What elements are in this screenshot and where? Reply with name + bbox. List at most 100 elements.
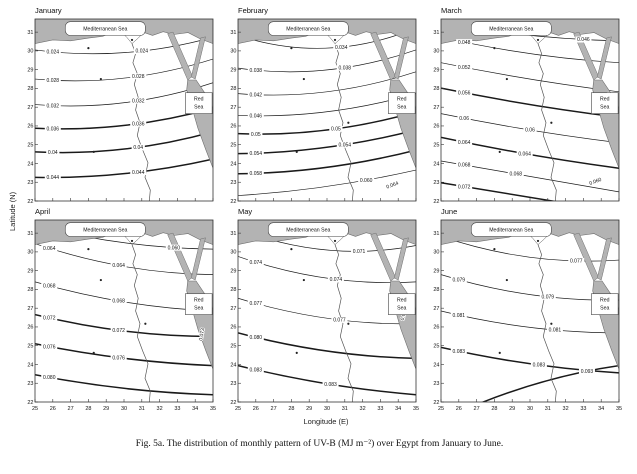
- mediterranean-sea-label-box: [470, 222, 552, 237]
- red-sea-label-box: [185, 92, 213, 114]
- gulf-of-aqaba-shape: [597, 237, 612, 281]
- station-dot: [347, 322, 350, 325]
- panel-title-february: February: [238, 6, 269, 15]
- map-background: [35, 19, 213, 201]
- contour-label-bg: [110, 298, 127, 305]
- contour-label-bg: [456, 161, 473, 168]
- panel-june: June 0.077 0.079 0.079 0.081 0.081 0.083 0.083…: [425, 207, 622, 416]
- contour-label: 0.074: [330, 277, 343, 283]
- contour-label-bg: [358, 177, 375, 184]
- y-tick-label: 30: [27, 250, 33, 256]
- station-dot: [347, 121, 350, 124]
- contour-label: 0.072: [43, 316, 56, 322]
- x-tick-label: 26: [456, 406, 462, 412]
- x-tick-label: 29: [509, 406, 515, 412]
- contour-label-bg: [247, 170, 264, 177]
- contour-label: 0.028: [47, 78, 60, 84]
- x-tick-label: 31: [545, 406, 551, 412]
- panel-title-may: May: [238, 207, 253, 216]
- y-tick-label: 22: [27, 400, 33, 406]
- y-tick-label: 31: [27, 30, 33, 36]
- contour-label: 0.068: [43, 284, 56, 290]
- x-tick-label: 26: [253, 406, 259, 412]
- red-sea-label: Red: [194, 298, 204, 304]
- contour-label-bg: [44, 102, 61, 109]
- y-tick-label: 27: [433, 105, 439, 111]
- x-tick-label: 30: [527, 406, 533, 412]
- station-dot: [302, 77, 305, 81]
- contour-label-bg: [523, 127, 537, 134]
- y-tick-label: 28: [230, 86, 236, 92]
- contour-label-bg: [247, 366, 264, 373]
- y-tick-label: 29: [230, 268, 236, 274]
- station-dot: [333, 38, 337, 42]
- x-tick-label: 31: [342, 406, 348, 412]
- y-tick-label: 31: [230, 231, 236, 237]
- y-tick-label: 28: [433, 287, 439, 293]
- y-tick-label: 26: [27, 325, 33, 331]
- red-sea-label-box: [591, 92, 619, 114]
- y-tick-label: 29: [433, 67, 439, 73]
- contour-label: 0.076: [43, 344, 56, 350]
- contour-label-bg: [329, 125, 343, 132]
- x-tick-label: 28: [491, 406, 497, 412]
- red-sea-label-box: [388, 92, 416, 114]
- y-tick-label: 29: [230, 67, 236, 73]
- y-tick-label: 27: [27, 105, 33, 111]
- panel-april: April 0.060 0.064 0.064 0.068 0.068 0.072 0.07…: [19, 207, 216, 416]
- contour-line-0.060: [238, 169, 416, 196]
- contour-label: 0.048: [458, 40, 471, 46]
- contour-label-bg: [456, 183, 473, 190]
- plot-area: Latitude (N) January 0.024 0.024 0.028 0.02…: [6, 6, 633, 416]
- contour-label-bg: [130, 169, 147, 176]
- station-dot: [536, 38, 540, 42]
- contour-label-bg: [44, 174, 61, 181]
- station-dot: [99, 278, 102, 282]
- contour-label: 0.064: [112, 263, 125, 269]
- panel-title-january: January: [35, 6, 62, 15]
- contour-label: 0.052: [458, 65, 471, 71]
- contour-label-bg: [130, 73, 147, 80]
- contour-label: 0.04: [133, 145, 143, 151]
- contour-label-bg: [41, 314, 58, 321]
- contour-label-bg: [165, 244, 182, 251]
- mediterranean-sea-label: Mediterranean Sea: [489, 26, 533, 32]
- contour-label-bg: [110, 262, 127, 269]
- contour-label: 0.072: [112, 328, 125, 334]
- contour-label-bg: [41, 245, 58, 252]
- x-axis-label: Longitude (E): [303, 417, 349, 426]
- contour-label-bg: [46, 149, 60, 156]
- x-tick-label: 28: [85, 406, 91, 412]
- y-tick-label: 27: [27, 306, 33, 312]
- x-tick-label: 35: [616, 406, 622, 412]
- contour-label: 0.054: [339, 142, 352, 148]
- y-tick-label: 26: [433, 124, 439, 130]
- y-tick-label: 30: [433, 250, 439, 256]
- station-dot: [505, 278, 508, 282]
- map-january: 0.024 0.024 0.028 0.028 0.032 0.032 0.036 0.036…: [27, 18, 214, 204]
- panel-march: March 0.046 0.048 0.052 0.056 0.06 0.06 0.064 0…: [425, 6, 622, 204]
- station-dot: [550, 322, 553, 325]
- nile-river: [131, 244, 151, 402]
- contour-label-bg: [41, 282, 58, 289]
- station-dot: [144, 322, 147, 325]
- red-sea-label: Sea: [397, 105, 406, 111]
- contour-label: 0.071: [353, 249, 366, 255]
- y-tick-label: 29: [433, 268, 439, 274]
- y-tick-label: 27: [230, 105, 236, 111]
- mediterranean-sea-label: Mediterranean Sea: [286, 227, 330, 233]
- nile-river: [537, 43, 557, 201]
- x-tick-label: 27: [474, 406, 480, 412]
- contour-label-bg: [457, 115, 471, 122]
- contour-label: 0.074: [250, 260, 263, 266]
- contour-label: 0.04: [48, 150, 58, 156]
- y-tick-label: 24: [433, 362, 439, 368]
- contour-label: 0.060: [360, 178, 373, 184]
- y-tick-label: 25: [433, 344, 439, 350]
- contour-label-bg: [130, 97, 147, 104]
- contour-label-bg: [110, 327, 127, 334]
- contour-label: 0.093: [581, 369, 594, 375]
- contour-label: 0.068: [510, 172, 523, 178]
- gulf-of-aqaba-shape: [191, 36, 206, 80]
